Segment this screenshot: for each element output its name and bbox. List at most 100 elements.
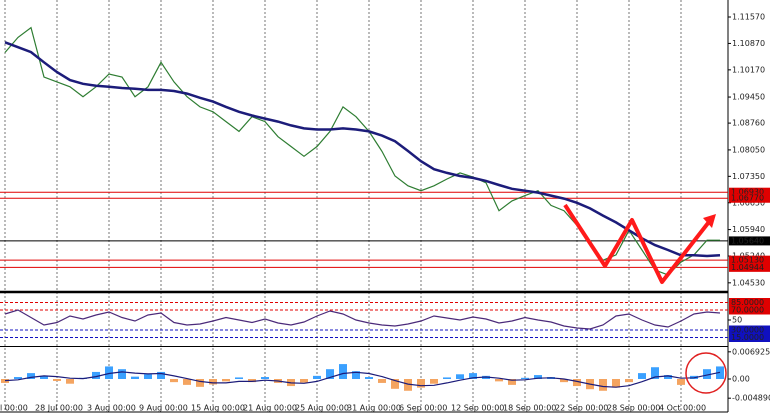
histogram-bar: [521, 377, 529, 379]
highlight-circle: [685, 352, 727, 394]
vertical-grid: [4, 0, 682, 412]
histogram-bar: [144, 374, 152, 379]
histogram-bar: [612, 379, 620, 388]
level-box: [729, 193, 770, 203]
level-box: [729, 187, 770, 197]
level-label: 30.0000: [731, 326, 764, 335]
y-tick-label: -0.004890: [732, 394, 770, 403]
level-box: [729, 262, 770, 272]
x-tick-label: 28 Jul 00:00: [35, 404, 83, 413]
histogram-bar: [365, 377, 373, 379]
x-tick-label: 28 Sep 00:00: [607, 404, 660, 413]
x-tick-label: 6 Sep 00:00: [399, 404, 447, 413]
y-tick-label: 1.05940: [732, 225, 765, 234]
histogram-bar: [534, 375, 542, 379]
level-label: 70.0000: [731, 306, 764, 315]
histogram-bar: [53, 379, 61, 381]
y-tick-label: 1.08760: [732, 119, 765, 128]
level-box: [729, 298, 770, 307]
level-box: [729, 305, 770, 315]
level-label: 1.06770: [731, 194, 764, 203]
histogram-bar: [495, 379, 503, 382]
histogram-bar: [222, 379, 230, 382]
x-tick-label: 25 Aug 00:00: [295, 404, 349, 413]
y-tick-label: 1.08050: [732, 145, 765, 154]
histogram-bar: [430, 379, 438, 384]
x-tick-label: 4 Oct 00:00: [659, 404, 706, 413]
histogram-bar: [456, 374, 464, 379]
histogram-bar: [105, 366, 113, 379]
level-box: [729, 325, 770, 335]
plot: 1.11570 1.10870 1.10170 1.09450 1.08760 1.080…: [0, 12, 770, 413]
histogram-bar: [651, 367, 659, 379]
y-tick-label: 1.10870: [732, 39, 765, 48]
y-tick-label: 0.0069256: [732, 347, 770, 356]
y-tick-label: 1.04530: [732, 278, 765, 287]
level-box: [729, 236, 770, 246]
y-tick-label: 1.09450: [732, 93, 765, 102]
histogram-bar: [677, 379, 685, 385]
histogram-bar: [196, 379, 204, 387]
level-box: [729, 333, 770, 342]
series-line: [4, 371, 721, 388]
arrow-head: [703, 214, 716, 228]
level-label: 1.05130: [731, 256, 764, 265]
histogram-bar: [27, 373, 35, 379]
histogram-bar: [248, 379, 256, 383]
y-tick-label: 1.11570: [732, 12, 765, 21]
histogram-bar: [261, 377, 269, 379]
histogram-bar: [664, 375, 672, 379]
y-tick-label: 1.10170: [732, 65, 765, 74]
x-tick-label: 15 Aug 00:00: [191, 404, 245, 413]
histogram-bar: [339, 364, 347, 379]
histogram-bar: [638, 373, 646, 379]
x-tick-label: l 00:00: [0, 404, 28, 413]
histogram-bar: [92, 371, 100, 379]
y-tick-label: 0.00: [732, 375, 750, 384]
histogram-bar: [469, 373, 477, 379]
histogram-bar: [625, 379, 633, 383]
histogram-bar: [560, 379, 568, 383]
histogram-bar: [391, 379, 399, 389]
histogram-bar: [703, 369, 711, 379]
histogram-bar: [183, 379, 191, 385]
histogram-bar: [235, 377, 243, 379]
level-label: 1.04944: [731, 263, 764, 272]
x-tick-label: 9 Aug 00:00: [139, 404, 188, 413]
histogram-bar: [209, 379, 217, 385]
histogram-bar: [508, 379, 516, 385]
x-tick-label: 21 Aug 00:00: [243, 404, 297, 413]
histogram-bar: [326, 369, 334, 379]
y-tick-label: 1.06650: [732, 198, 765, 207]
y-tick-label: 1.07350: [732, 172, 765, 181]
histogram-bar: [417, 379, 425, 388]
x-tick-label: 3 Aug 00:00: [87, 404, 136, 413]
drawn-arrow: [563, 203, 714, 284]
histogram-bar: [1, 379, 9, 383]
histogram-bar: [40, 375, 48, 379]
histogram-bar: [313, 375, 321, 379]
histogram-bar: [118, 369, 126, 379]
histogram-bar: [66, 379, 74, 384]
level-label: 1.06930: [731, 188, 764, 197]
level-label: 15.0000: [731, 333, 764, 342]
series-line: [4, 309, 721, 330]
histogram-bar: [404, 379, 412, 391]
histogram-bar: [131, 376, 139, 379]
x-tick-label: 22 Sep 00:00: [555, 404, 608, 413]
level-label: 1.05640: [731, 236, 764, 245]
histogram-bar: [14, 377, 22, 379]
histogram-bar: [300, 379, 308, 383]
x-tick-label: 18 Sep 00:00: [503, 404, 556, 413]
x-tick-label: 12 Sep 00:00: [451, 404, 504, 413]
histogram-bar: [573, 379, 581, 387]
histogram-bar: [599, 379, 607, 391]
level-label: 85.0000: [731, 298, 764, 307]
histogram-bar: [352, 371, 360, 379]
level-box: [729, 255, 770, 265]
y-tick-label: 50: [732, 316, 742, 325]
histogram-bar: [443, 377, 451, 379]
histogram-bar: [157, 371, 165, 379]
